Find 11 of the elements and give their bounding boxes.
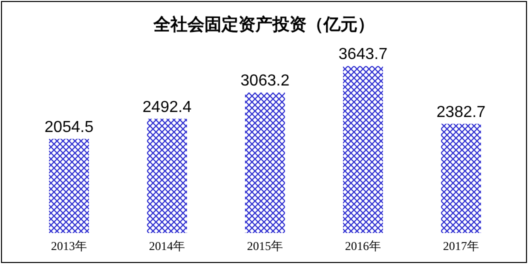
chart-title: 全社会固定资产投资（亿元） <box>152 15 374 34</box>
x-tick-label: 2013年 <box>51 239 87 253</box>
data-label: 2054.5 <box>44 118 94 136</box>
x-tick-label: 2014年 <box>149 239 185 253</box>
data-label: 2492.4 <box>142 98 192 116</box>
x-tick-label: 2017年 <box>443 239 479 253</box>
x-tick-label: 2016年 <box>345 239 381 253</box>
data-label: 3063.2 <box>240 72 290 90</box>
x-tick-label: 2015年 <box>247 239 283 253</box>
data-label: 3643.7 <box>338 46 388 63</box>
data-label: 2382.7 <box>436 104 486 121</box>
